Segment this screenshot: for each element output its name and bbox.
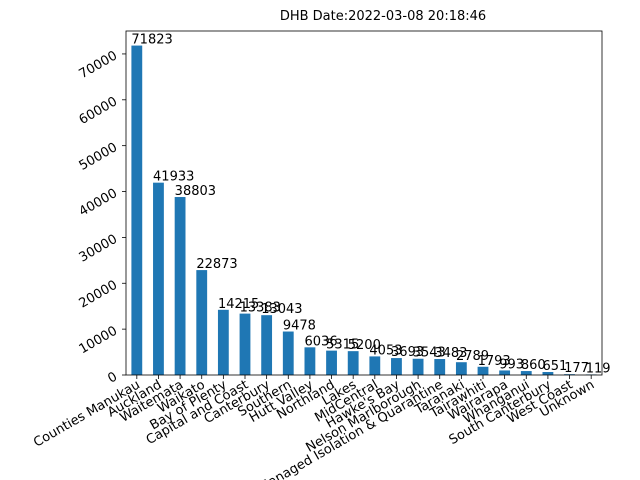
data-label: 14215 [218,297,259,312]
y-tick-label: 40000 [77,186,120,220]
bar [326,350,337,375]
bar [239,313,251,375]
bar [391,358,402,375]
data-label: 13383 [240,301,281,316]
data-label: 177 [564,361,589,376]
data-label: 119 [586,361,611,376]
data-labels-group: 7182341933388032287314215133831304394786… [131,33,610,377]
data-label: 5315 [326,338,359,353]
data-label: 9478 [283,319,316,334]
bar [217,309,229,375]
data-label: 38803 [175,184,216,199]
data-label: 1793 [478,354,511,369]
bar [304,347,316,375]
data-label: 651 [543,359,568,374]
data-label: 6036 [305,334,338,349]
data-label: 2789 [456,349,489,364]
y-tick-label: 70000 [77,48,120,82]
data-label: 5200 [348,338,381,353]
bar [153,182,164,375]
bar [564,374,575,375]
bar [131,45,143,375]
bar [282,331,294,375]
data-label: 993 [499,357,524,372]
y-tick-label: 10000 [77,324,120,358]
bars-group [131,45,597,375]
bar [477,366,489,375]
bar [347,351,359,375]
chart-title: DHB Date:2022-03-08 20:18:46 [280,9,486,24]
data-label: 3693 [391,345,424,360]
y-tick-label: 30000 [77,232,120,266]
data-label: 4053 [369,343,402,358]
data-label: 3543 [413,346,446,361]
bar [455,362,467,375]
data-label: 860 [521,358,546,373]
bar [196,270,208,375]
bar [520,371,532,375]
y-tick-label: 60000 [77,94,120,128]
y-tick-label: 0 [105,369,120,386]
bar [542,372,554,375]
bar [434,359,446,375]
y-tick-label: 50000 [77,140,120,174]
data-label: 3483 [434,346,467,361]
bar [261,315,273,375]
data-label: 13043 [261,302,302,317]
y-axis: 0 10000 20000 30000 40000 50000 60000 70000 [77,48,126,387]
bar [174,197,186,375]
plot-frame [125,30,603,376]
data-label: 22873 [196,257,237,272]
bar [412,358,424,375]
bar [499,370,511,375]
data-label: 71823 [131,33,172,48]
x-axis: Counties ManukauAucklandWaitemataWaikato… [31,375,597,480]
data-label: 41933 [153,170,194,185]
y-tick-label: 20000 [77,278,120,312]
bar [369,356,381,375]
